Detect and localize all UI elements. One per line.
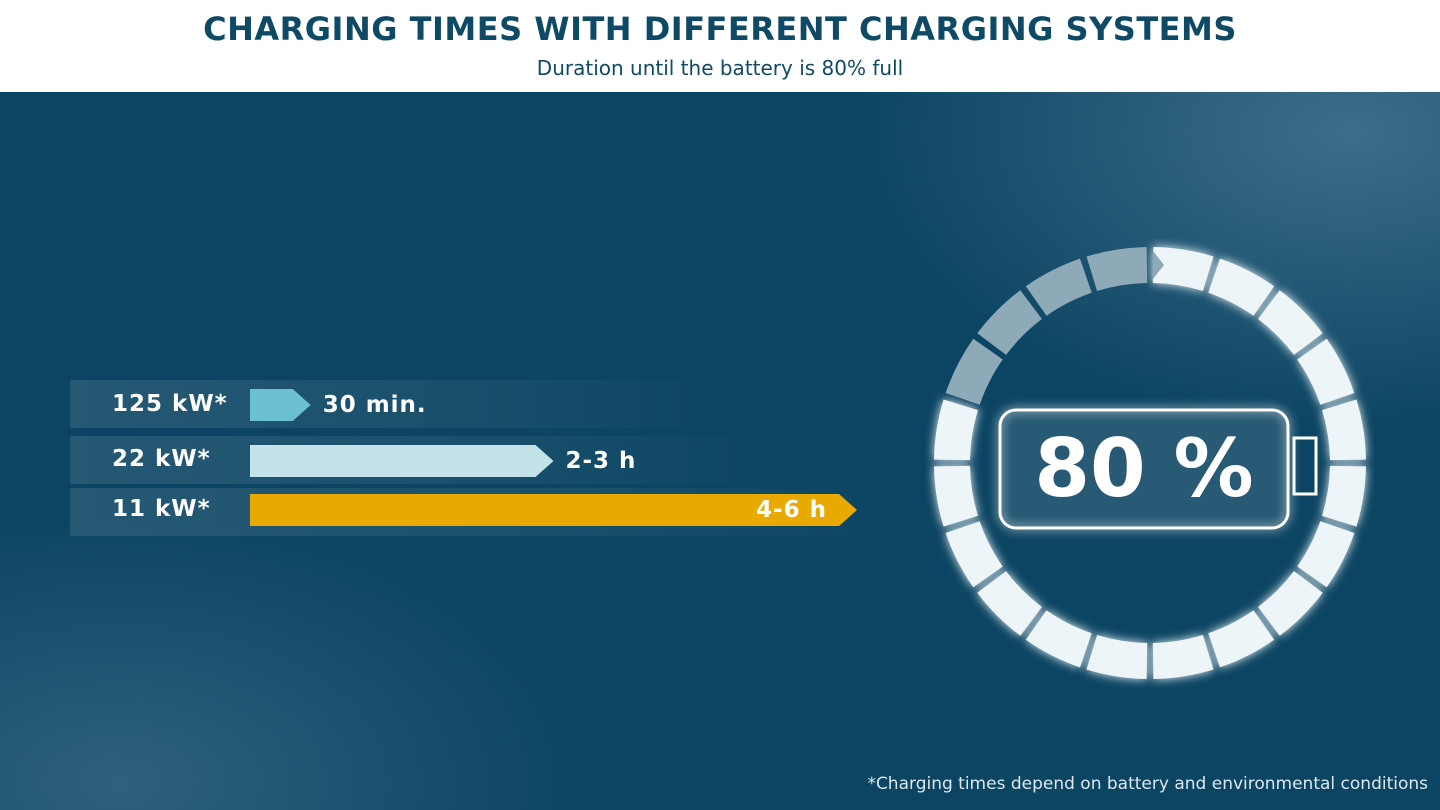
gauge-segment	[977, 571, 1042, 636]
battery-terminal-icon	[1292, 436, 1318, 496]
gauge-segment	[977, 290, 1042, 355]
gauge-segment	[934, 399, 978, 461]
gauge-segment	[1025, 610, 1092, 668]
footnote: *Charging times depend on battery and en…	[867, 774, 1428, 794]
gauge-segment	[1322, 399, 1366, 461]
chart-panel: 125 kW* 22 kW* 11 kW* 30 min. 2-3 h 4-6 …	[0, 92, 1440, 810]
gauge-segment	[1152, 635, 1214, 679]
gauge-segment	[1297, 521, 1355, 588]
category-label-125kw: 125 kW*	[112, 391, 228, 417]
bar-125kw	[250, 389, 311, 421]
bar-22kw	[250, 445, 554, 477]
bar-value-125kw: 30 min.	[322, 392, 427, 418]
category-label-11kw: 11 kW*	[112, 496, 211, 522]
category-label-22kw: 22 kW*	[112, 446, 211, 472]
page-title: CHARGING TIMES WITH DIFFERENT CHARGING S…	[203, 10, 1237, 48]
row-band-125kw	[70, 380, 710, 428]
page-subtitle: Duration until the battery is 80% full	[536, 56, 904, 80]
gauge-segment	[1086, 635, 1148, 679]
gauge-segment	[1297, 338, 1355, 405]
gauge-segment	[945, 338, 1003, 405]
battery-icon	[998, 408, 1290, 530]
gauge-segment	[934, 465, 978, 527]
gauge-segment	[1208, 610, 1275, 668]
gauge-segment	[1208, 258, 1275, 316]
gauge-segment	[1258, 290, 1323, 355]
battery-percent-label: 80 %	[1034, 422, 1254, 515]
gauge-segment	[1025, 258, 1092, 316]
gauge-segment	[1258, 571, 1323, 636]
gauge-arrow-icon	[1153, 251, 1164, 279]
gauge-segment	[945, 521, 1003, 588]
bar-value-11kw: 4-6 h	[756, 497, 827, 523]
chart-svg	[250, 247, 1366, 679]
header: CHARGING TIMES WITH DIFFERENT CHARGING S…	[0, 0, 1440, 92]
bar-value-22kw: 2-3 h	[565, 448, 637, 474]
bar-11kw	[250, 494, 857, 526]
gauge-segment	[1152, 247, 1214, 291]
gauge-segment	[1322, 465, 1366, 527]
gauge-segment	[1086, 247, 1148, 291]
